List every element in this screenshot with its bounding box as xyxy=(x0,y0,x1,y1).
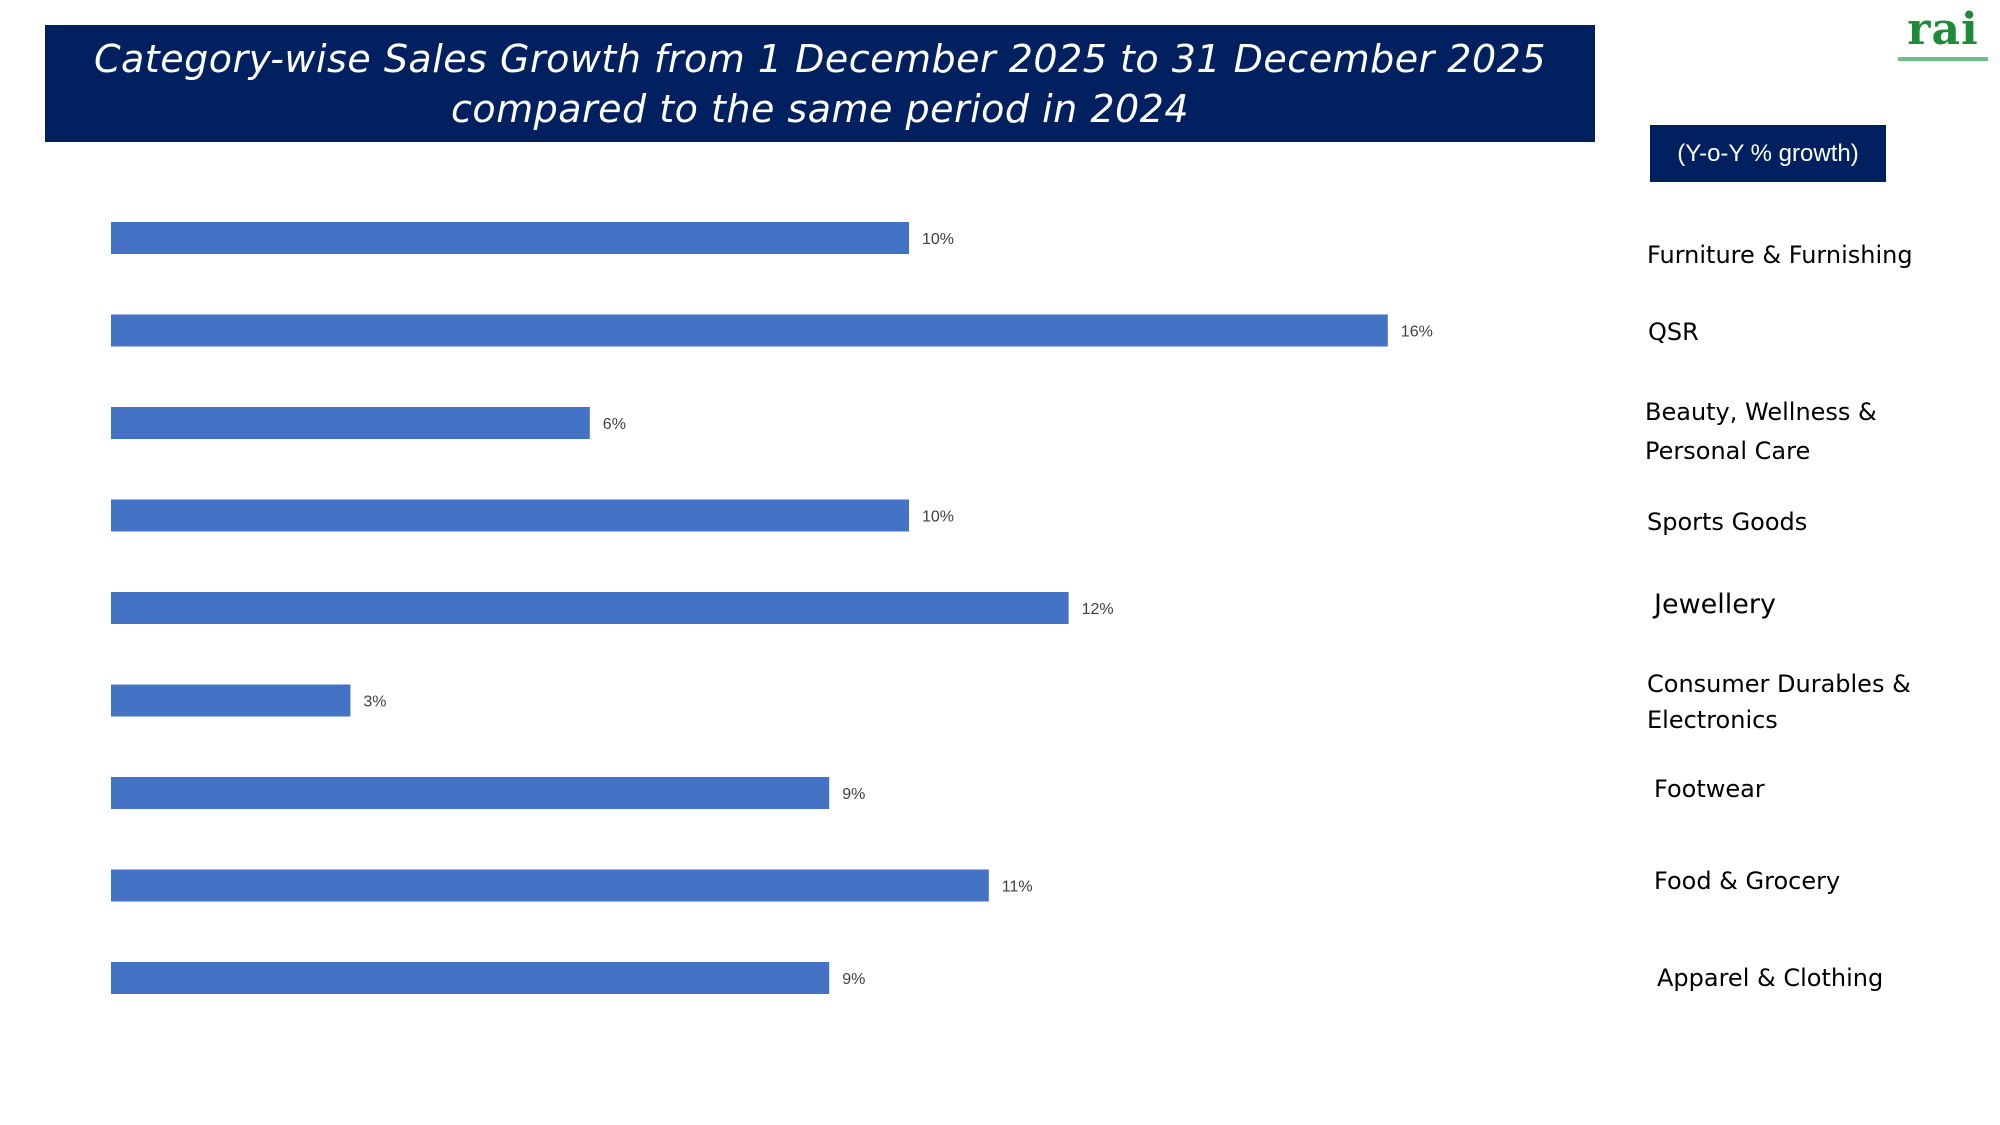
category-label-qsr: QSR xyxy=(1648,318,1699,346)
category-label-food: Food & Grocery xyxy=(1654,867,1841,895)
chart-title-line-2: compared to the same period in 2024 xyxy=(450,86,1190,131)
bar-8 xyxy=(111,869,989,902)
category-label-apparel: Apparel & Clothing xyxy=(1657,964,1884,992)
bar-5 xyxy=(111,592,1069,624)
bar-value-label-8: 11% xyxy=(1002,879,1033,896)
bar-value-label-4: 10% xyxy=(922,509,954,526)
bar-6 xyxy=(111,684,351,717)
bar-value-label-1: 10% xyxy=(922,231,954,248)
bar-2 xyxy=(111,314,1388,347)
bar-value-label-6: 3% xyxy=(363,694,386,711)
category-label-jewellery: Jewellery xyxy=(1654,589,1776,620)
bar-1 xyxy=(111,222,909,254)
bar-value-label-9: 9% xyxy=(842,971,865,988)
logo-wordmark: rai xyxy=(1907,4,1979,55)
bar-9 xyxy=(111,962,830,994)
bar-value-label-3: 6% xyxy=(603,416,626,433)
bar-value-label-5: 12% xyxy=(1082,601,1114,618)
bar-4 xyxy=(111,499,909,532)
unit-label-box: (Y-o-Y % growth) xyxy=(1650,125,1886,182)
category-label-consumer-durables: Consumer Durables & Electronics xyxy=(1647,670,1911,734)
bar-7 xyxy=(111,777,830,809)
bar-value-label-2: 16% xyxy=(1401,324,1433,341)
logo-underline xyxy=(1898,57,1988,61)
chart-title-line-1: Category-wise Sales Growth from 1 Decemb… xyxy=(93,36,1547,81)
category-label-furniture: Furniture & Furnishing xyxy=(1647,241,1913,269)
chart-title-banner: Category-wise Sales Growth from 1 Decemb… xyxy=(45,25,1595,142)
bar-3 xyxy=(111,407,590,439)
bar-value-label-7: 9% xyxy=(842,786,865,803)
category-label-beauty: Beauty, Wellness & Personal Care xyxy=(1645,398,1877,465)
brand-logo: rai xyxy=(1893,5,1993,65)
category-label-footwear: Footwear xyxy=(1654,775,1765,803)
unit-label: (Y-o-Y % growth) xyxy=(1677,139,1859,167)
category-label-sports: Sports Goods xyxy=(1647,508,1808,536)
